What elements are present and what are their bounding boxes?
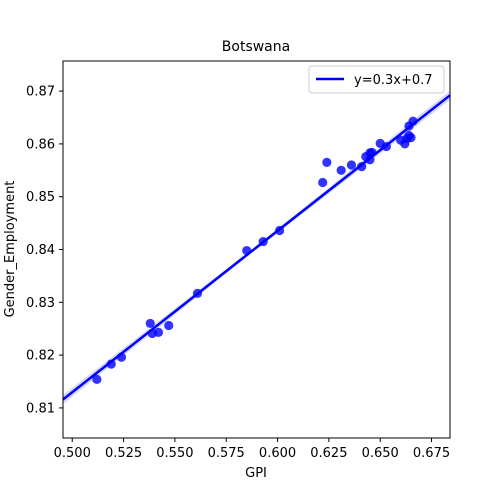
y-axis-label: Gender_Employment [3,181,18,318]
x-tick-label: 0.600 [259,446,296,461]
y-tick-label: 0.81 [26,401,55,416]
x-axis-label: GPI [245,466,267,481]
regression-line-layer [62,94,451,401]
legend: y=0.3x+0.7 [308,65,445,94]
regression-line [62,94,451,401]
legend-label: y=0.3x+0.7 [354,73,433,88]
scatter-point [92,374,102,384]
y-tick-label: 0.83 [26,296,55,311]
scatter-point [164,320,174,331]
scatter-point [346,160,357,170]
x-tick-label: 0.500 [54,446,91,461]
y-tick-label: 0.86 [26,137,55,152]
scatter-point [406,132,416,143]
chart-title: Botswana [222,39,290,55]
x-tick-label: 0.650 [362,446,399,461]
legend-box [308,65,445,94]
x-tick-label: 0.550 [156,446,193,461]
y-axis: 0.81 0.82 0.83 0.84 0.85 0.86 0.87 [26,85,63,416]
x-tick-label: 0.625 [310,446,347,461]
x-tick-label: 0.575 [208,446,245,461]
x-tick-label: 0.525 [105,446,142,461]
scatter-point [318,177,328,188]
y-tick-label: 0.85 [26,190,55,205]
y-tick-label: 0.84 [26,243,55,258]
scatter-point [336,165,346,175]
x-tick-label: 0.675 [413,446,450,461]
plot-area [62,90,451,405]
y-tick-label: 0.82 [26,349,55,364]
scatter-point [153,327,164,337]
scatter-point [322,157,332,167]
scatter-point [145,318,155,329]
x-axis: 0.500 0.525 0.550 0.575 0.600 0.625 0.650 0.675 [54,438,450,461]
y-tick-label: 0.87 [26,85,55,100]
